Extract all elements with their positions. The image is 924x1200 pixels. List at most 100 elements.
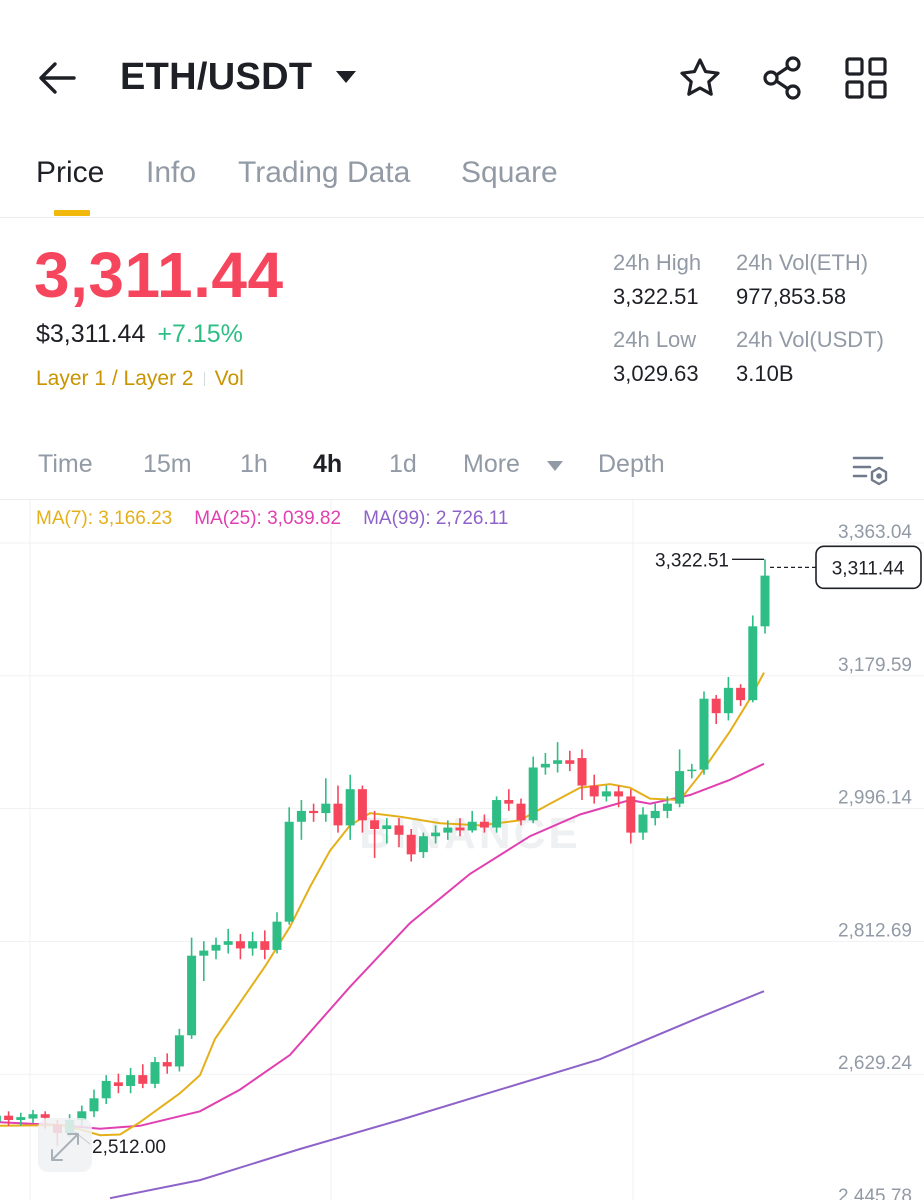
ma25-label: MA(25): 3,039.82 xyxy=(194,508,342,529)
expand-button xyxy=(38,1118,92,1172)
stat-24h-low: 24h Low 3,029.63 xyxy=(613,327,699,387)
y-tick-label: 3,179.59 xyxy=(838,655,912,676)
candle xyxy=(748,626,758,701)
candle xyxy=(77,1111,87,1121)
ma-legend: MA(7): 3,166.23 MA(25): 3,039.82 MA(99):… xyxy=(36,508,508,530)
chart-settings-icon[interactable] xyxy=(848,446,892,490)
candle xyxy=(162,1062,172,1067)
candle xyxy=(565,760,575,764)
chevron-down-icon xyxy=(336,71,357,83)
stat-label: 24h High xyxy=(613,250,702,275)
pair-title: ETH/USDT xyxy=(120,55,313,98)
candle xyxy=(504,800,514,804)
arrow-left-icon[interactable] xyxy=(34,55,80,101)
candle xyxy=(4,1115,14,1121)
candle xyxy=(662,803,672,811)
stat-label: 24h Low xyxy=(613,327,697,352)
interval-1d[interactable]: 1d xyxy=(389,450,417,478)
candle xyxy=(699,698,709,770)
candle xyxy=(333,803,343,826)
stat-value: 3.10B xyxy=(736,361,794,386)
candle xyxy=(528,767,538,821)
candle xyxy=(370,820,380,829)
candle xyxy=(101,1080,111,1099)
chart-canvas[interactable]: BINANCE3,363.043,179.592,996.142,812.692… xyxy=(0,500,924,1200)
price-sub: $3,311.44 +7.15% xyxy=(36,320,243,349)
last-price: 3,311.44 xyxy=(34,239,284,311)
grid-icon[interactable] xyxy=(840,52,892,104)
candle xyxy=(260,941,270,950)
tag-vol[interactable]: Vol xyxy=(214,367,244,390)
tag-divider xyxy=(203,372,205,386)
candle xyxy=(406,834,416,855)
candle xyxy=(687,769,697,772)
candle xyxy=(431,832,441,837)
stat-value: 3,029.63 xyxy=(613,361,699,386)
expand-icon xyxy=(51,1133,79,1161)
y-tick-label: 2,629.24 xyxy=(838,1053,912,1074)
interval-15m[interactable]: 15m xyxy=(143,450,192,478)
interval-4h[interactable]: 4h xyxy=(313,450,343,478)
candle xyxy=(467,821,477,831)
y-tick-label: 2,445.78 xyxy=(838,1186,912,1200)
star-icon[interactable] xyxy=(674,52,726,104)
candle xyxy=(235,941,245,949)
candle xyxy=(357,789,367,821)
candle xyxy=(760,575,770,627)
ma99-label: MA(99): 2,726.11 xyxy=(363,508,509,529)
candle xyxy=(479,821,489,828)
candle xyxy=(723,687,733,714)
interval-time[interactable]: Time xyxy=(38,450,93,478)
share-icon[interactable] xyxy=(757,52,809,104)
candle xyxy=(113,1082,123,1086)
tab-square[interactable]: Square xyxy=(461,156,558,189)
y-tick-label: 2,996.14 xyxy=(838,788,912,809)
ma99-line xyxy=(109,990,765,1200)
chevron-down-icon xyxy=(547,461,563,471)
candle xyxy=(443,827,453,833)
candle xyxy=(223,941,233,945)
candle xyxy=(589,785,599,797)
stat-label: 24h Vol(USDT) xyxy=(736,327,884,352)
y-tick-label: 3,363.04 xyxy=(838,522,912,543)
tab-trading-data[interactable]: Trading Data xyxy=(238,156,411,189)
candle xyxy=(345,789,355,826)
candle xyxy=(601,791,611,797)
candle xyxy=(187,955,197,1036)
candle xyxy=(418,836,428,853)
candle xyxy=(540,763,550,768)
candle xyxy=(126,1075,136,1086)
kline-chart[interactable]: BINANCE 3,363.04 3,179.59 2,996.14 2,812.69 2… xyxy=(0,500,924,1200)
candle xyxy=(248,941,258,949)
candle xyxy=(455,827,465,831)
y-tick-label: 2,812.69 xyxy=(838,920,912,941)
tab-price[interactable]: Price xyxy=(36,156,105,189)
stat-24h-vol-usdt: 24h Vol(USDT) 3.10B xyxy=(736,327,884,387)
active-tab-indicator xyxy=(54,210,90,216)
candle xyxy=(577,758,587,786)
pair-selector[interactable]: ETH/USDT xyxy=(120,52,358,102)
tag-layer[interactable]: Layer 1 / Layer 2 xyxy=(36,367,194,390)
candle xyxy=(638,814,648,833)
stat-value: 977,853.58 xyxy=(736,284,847,309)
stat-24h-high: 24h High 3,322.51 xyxy=(613,250,701,310)
ma7-label: MA(7): 3,166.23 xyxy=(36,508,173,529)
price-usd: $3,311.44 xyxy=(36,320,146,348)
candle xyxy=(174,1035,184,1067)
candle xyxy=(28,1114,38,1119)
tab-info[interactable]: Info xyxy=(146,156,197,189)
candle xyxy=(89,1098,99,1112)
candle xyxy=(650,810,660,819)
stat-24h-vol-eth: 24h Vol(ETH) 977,853.58 xyxy=(736,250,868,310)
price-change: +7.15% xyxy=(157,320,243,348)
candle xyxy=(0,1115,1,1122)
candle xyxy=(394,825,404,835)
candle xyxy=(553,760,563,764)
ma7-line xyxy=(0,672,765,1137)
stat-label: 24h Vol(ETH) xyxy=(736,250,869,275)
candle xyxy=(284,821,294,922)
interval-more[interactable]: More xyxy=(463,450,520,478)
interval-1h[interactable]: 1h xyxy=(240,450,268,478)
interval-depth[interactable]: Depth xyxy=(598,450,665,478)
candle xyxy=(211,944,221,951)
